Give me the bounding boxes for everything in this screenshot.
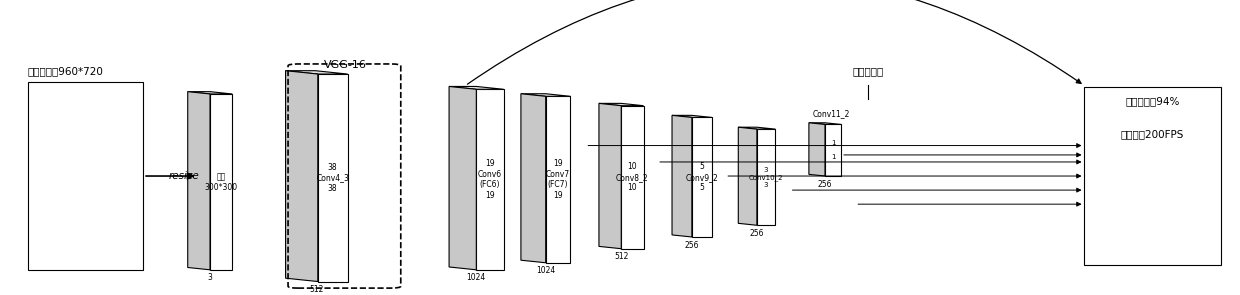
Text: 512: 512 — [309, 285, 324, 294]
Polygon shape — [808, 123, 841, 124]
Polygon shape — [692, 117, 712, 237]
Polygon shape — [672, 115, 692, 237]
Text: 3
Conv10_2
3: 3 Conv10_2 3 — [749, 167, 784, 188]
Text: 19
Conv7
(FC7)
19: 19 Conv7 (FC7) 19 — [546, 159, 570, 200]
Text: 3: 3 — [207, 273, 212, 282]
Polygon shape — [476, 89, 503, 270]
Text: 256: 256 — [817, 180, 832, 189]
Polygon shape — [599, 103, 621, 249]
Text: Conv11_2: Conv11_2 — [812, 109, 849, 118]
Text: 10
Conv8_2
10: 10 Conv8_2 10 — [616, 162, 649, 192]
Polygon shape — [825, 124, 841, 176]
Polygon shape — [621, 106, 644, 249]
Polygon shape — [738, 127, 775, 129]
Text: 256: 256 — [750, 229, 764, 238]
Polygon shape — [521, 94, 570, 96]
Polygon shape — [808, 123, 825, 176]
Polygon shape — [546, 96, 570, 263]
Text: 1

1: 1 1 — [831, 140, 836, 160]
Text: 38
Conv4_3
38: 38 Conv4_3 38 — [316, 163, 350, 193]
Polygon shape — [738, 127, 756, 225]
Polygon shape — [449, 86, 476, 270]
Text: 新增特征层: 新增特征层 — [852, 66, 883, 76]
Text: 输出准确率94%: 输出准确率94% — [1126, 96, 1179, 106]
Bar — [29, 82, 143, 270]
Polygon shape — [599, 103, 644, 106]
Polygon shape — [187, 92, 210, 270]
Polygon shape — [449, 86, 503, 89]
Polygon shape — [285, 71, 317, 281]
Polygon shape — [756, 129, 775, 225]
Polygon shape — [210, 94, 232, 270]
Text: 256: 256 — [684, 240, 699, 250]
Polygon shape — [317, 74, 347, 281]
Text: 1024: 1024 — [536, 266, 556, 275]
Text: 输入：像素960*720: 输入：像素960*720 — [29, 66, 104, 76]
Text: 像素
300*300: 像素 300*300 — [205, 172, 238, 191]
Text: 19
Conv6
(FC6)
19: 19 Conv6 (FC6) 19 — [477, 159, 502, 200]
Text: VGG-16: VGG-16 — [324, 60, 367, 70]
Text: 512: 512 — [614, 252, 629, 261]
Polygon shape — [521, 94, 546, 263]
Polygon shape — [285, 71, 347, 74]
Bar — [1085, 87, 1220, 265]
Polygon shape — [672, 115, 712, 117]
Text: 5
Conv9_2
5: 5 Conv9_2 5 — [686, 162, 718, 192]
Text: 输出帧率200FPS: 输出帧率200FPS — [1121, 129, 1184, 139]
Polygon shape — [187, 92, 232, 94]
Text: 1024: 1024 — [466, 273, 486, 282]
Text: resize: resize — [169, 171, 200, 181]
